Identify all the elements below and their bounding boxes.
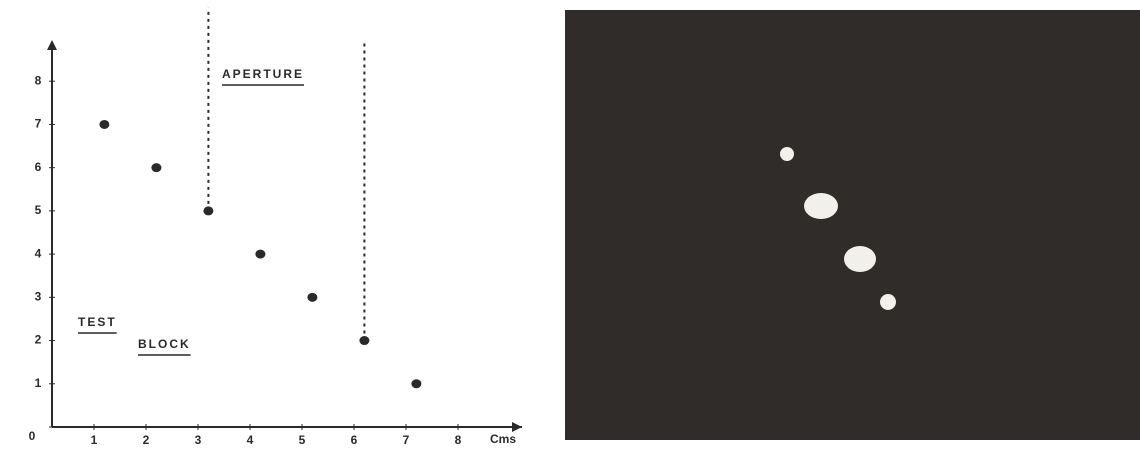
y-tick-label: 8 bbox=[35, 73, 42, 87]
y-tick-label: 1 bbox=[35, 376, 42, 390]
annotation: APERTURE bbox=[222, 67, 304, 81]
annotation: TEST bbox=[78, 315, 117, 329]
y-tick-label: 5 bbox=[35, 203, 42, 217]
photo-background bbox=[565, 10, 1140, 440]
point bbox=[255, 249, 266, 259]
y-tick-label: 3 bbox=[35, 290, 42, 304]
x-tick-label: 4 bbox=[247, 433, 254, 447]
point bbox=[203, 206, 214, 216]
x-tick-label: 1 bbox=[91, 433, 98, 447]
light-spot bbox=[844, 246, 876, 272]
point bbox=[307, 292, 318, 302]
x-tick-label: 5 bbox=[299, 433, 306, 447]
light-spot bbox=[880, 294, 896, 310]
point bbox=[99, 119, 110, 129]
y-axis-arrow bbox=[47, 40, 57, 50]
point bbox=[411, 379, 422, 389]
light-spot bbox=[804, 193, 838, 219]
annotation: BLOCK bbox=[138, 337, 191, 351]
chart: Cms 1 2 3 4 5 6 7 8 0 1 2 3 4 5 6 7 8 APERTURE TEST BLOCK bbox=[29, 7, 522, 447]
x-axis-label: Cms bbox=[490, 432, 516, 446]
x-tick-label: 3 bbox=[195, 433, 202, 447]
y-tick-label: 6 bbox=[35, 160, 42, 174]
x-tick-label: 8 bbox=[455, 433, 462, 447]
x-tick-label: 6 bbox=[351, 433, 358, 447]
x-tick-label: 2 bbox=[143, 433, 150, 447]
y-tick-label: 7 bbox=[35, 117, 42, 131]
x-axis-arrow bbox=[512, 422, 522, 432]
y-tick-label: 4 bbox=[35, 246, 42, 260]
photo bbox=[565, 10, 1140, 440]
x-tick-label: 7 bbox=[403, 433, 410, 447]
point bbox=[151, 163, 162, 173]
light-spot bbox=[780, 147, 794, 161]
y-tick-label: 2 bbox=[35, 333, 42, 347]
point bbox=[359, 336, 370, 346]
y-tick-label: 0 bbox=[29, 429, 36, 443]
